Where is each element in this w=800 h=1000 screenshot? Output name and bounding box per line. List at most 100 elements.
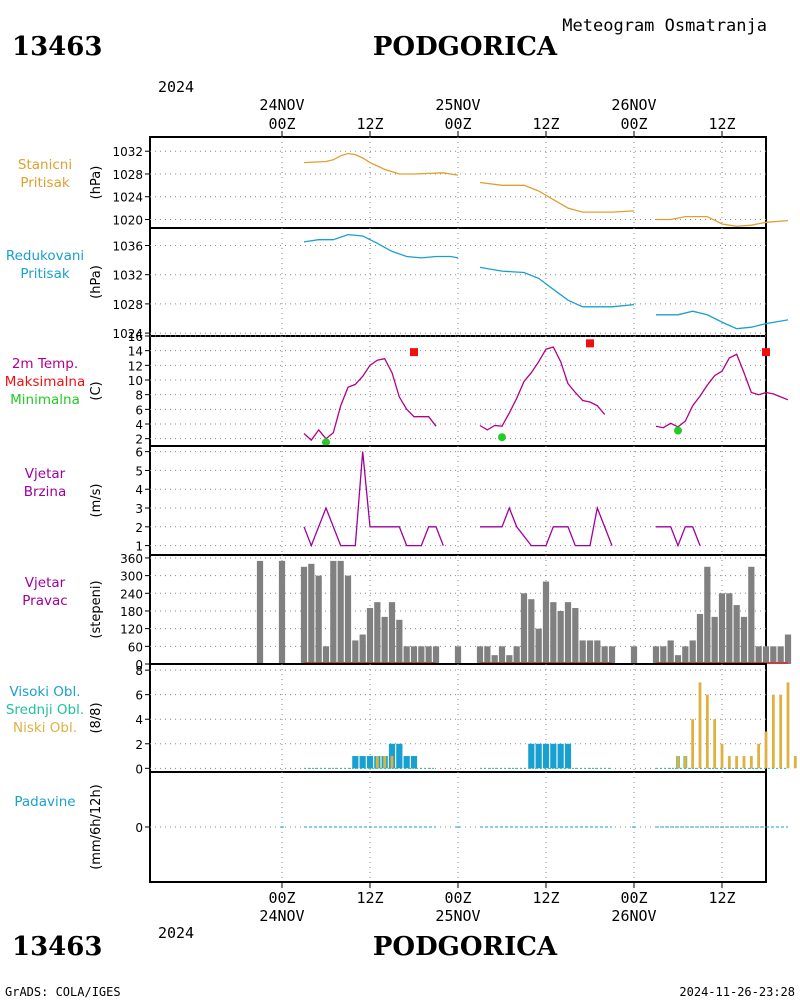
y-tick-label: 300 <box>120 570 143 584</box>
y-tick-label: 1020 <box>112 213 143 227</box>
y-tick-label: 5 <box>135 464 143 478</box>
wind-direction-bar <box>396 619 403 664</box>
bottom-hour-label: 12Z <box>532 889 559 907</box>
wind-direction-bar <box>682 646 689 664</box>
y-axis-unit: (hPa) <box>89 166 104 200</box>
wind-direction-bar <box>630 646 638 664</box>
high-cloud-bar <box>542 743 550 769</box>
y-tick-label: 1024 <box>112 327 143 341</box>
wind-direction-bar <box>484 646 491 664</box>
high-cloud-bar <box>535 743 542 769</box>
panel-frame <box>149 663 767 773</box>
wind-direction-bar <box>425 646 432 664</box>
y-tick-label: 60 <box>128 640 143 654</box>
y-tick-label: 360 <box>120 552 143 566</box>
wind-direction-bar <box>594 640 601 664</box>
wind-direction-bar <box>748 566 755 664</box>
wind-direction-bar <box>557 610 564 664</box>
wind-direction-bar <box>718 593 726 664</box>
tmin-marker <box>674 426 682 435</box>
y-tick-label: 1024 <box>112 191 143 205</box>
panel-label: Pritisak <box>20 175 70 191</box>
low-cloud-bar <box>390 756 394 769</box>
panel-label: Padavine <box>14 794 75 810</box>
top-date-label: 26NOV <box>611 96 656 114</box>
panel-label: Pravac <box>22 593 67 609</box>
series-line <box>303 152 459 176</box>
wind-direction-bar <box>315 575 322 664</box>
wind-direction-bar <box>410 646 418 664</box>
wind-direction-bar <box>755 646 762 664</box>
series-line <box>479 181 635 213</box>
bottom-hour-label: 00Z <box>268 889 295 907</box>
series-line <box>303 451 444 548</box>
low-cloud-bar <box>786 682 790 769</box>
panel-wind-speed: 1 2 3 4 5 6 (m/s) Vjetar Brzina <box>24 445 767 556</box>
y-tick-label: 6 <box>135 689 143 703</box>
low-cloud-bar <box>375 756 379 769</box>
top-year-label: 2024 <box>158 78 194 96</box>
panel-frame <box>149 227 767 337</box>
wind-direction-bar <box>762 646 770 664</box>
wind-direction-bar <box>711 616 718 664</box>
wind-direction-bar <box>278 560 286 664</box>
y-tick-label: 120 <box>120 623 143 637</box>
station-id-bottom: 13463 <box>12 932 102 962</box>
wind-direction-bar <box>322 646 330 664</box>
y-axis-unit: (stepeni) <box>89 580 104 638</box>
high-cloud-bar <box>366 756 374 769</box>
series-line <box>303 357 437 442</box>
y-tick-label: 0 <box>135 658 143 672</box>
bottom-hour-label: 00Z <box>444 889 471 907</box>
credit-text: GrADS: COLA/IGES <box>5 985 121 999</box>
wind-direction-bar <box>542 581 550 664</box>
wind-direction-bar <box>726 593 733 664</box>
low-cloud-bar <box>383 756 387 769</box>
panel-frame <box>149 445 767 556</box>
top-date-label: 24NOV <box>259 96 304 114</box>
y-tick-label: 3 <box>135 502 143 516</box>
wind-direction-bar <box>418 646 425 664</box>
series-line <box>480 505 613 547</box>
y-tick-label: 1032 <box>112 145 143 159</box>
high-cloud-bar <box>528 743 535 769</box>
y-tick-label: 1028 <box>112 298 143 312</box>
panel-label: Vjetar <box>25 575 66 591</box>
y-tick-label: 4 <box>135 418 143 432</box>
bottom-year-label: 2024 <box>158 924 194 942</box>
meteogram-panels: 1020102410281032(hPa)StanicniPritisak102… <box>5 136 797 883</box>
panel-wind-direction: 0 60 120 180 240 300 360 (stepeni) Vjetar Pravac <box>22 552 792 672</box>
high-cloud-bar <box>557 743 564 769</box>
low-cloud-bar <box>691 719 695 769</box>
panel-label: Visoki Obl. <box>9 684 80 700</box>
series-line <box>479 266 635 308</box>
series-line <box>656 215 789 227</box>
wind-direction-bar <box>300 566 308 664</box>
high-cloud-bar <box>352 756 359 769</box>
panel-label: 2m Temp. <box>12 356 78 372</box>
wind-direction-bar <box>374 602 381 664</box>
wind-direction-bar <box>696 613 704 664</box>
panel-label: Niski Obl. <box>13 720 77 736</box>
high-cloud-bar <box>410 756 418 769</box>
low-cloud-bar <box>705 694 709 769</box>
bottom-date-label: 26NOV <box>611 907 656 925</box>
top-hour-label: 00Z <box>620 115 647 133</box>
bottom-date-label: 25NOV <box>435 907 480 925</box>
wind-direction-bar <box>660 646 667 664</box>
wind-direction-bar <box>579 640 586 664</box>
panel-label: Redukovani <box>6 248 84 264</box>
wind-direction-bar <box>564 602 572 664</box>
panel-label: Vjetar <box>25 466 66 482</box>
wind-direction-bar <box>344 575 352 664</box>
bottom-date-label: 24NOV <box>259 907 304 925</box>
wind-direction-bar <box>520 593 528 664</box>
series-line <box>479 346 606 431</box>
y-tick-label: 6 <box>135 403 143 417</box>
low-cloud-bar <box>779 694 783 769</box>
y-tick-label: 8 <box>135 664 143 678</box>
bottom-hour-label: 12Z <box>356 889 383 907</box>
